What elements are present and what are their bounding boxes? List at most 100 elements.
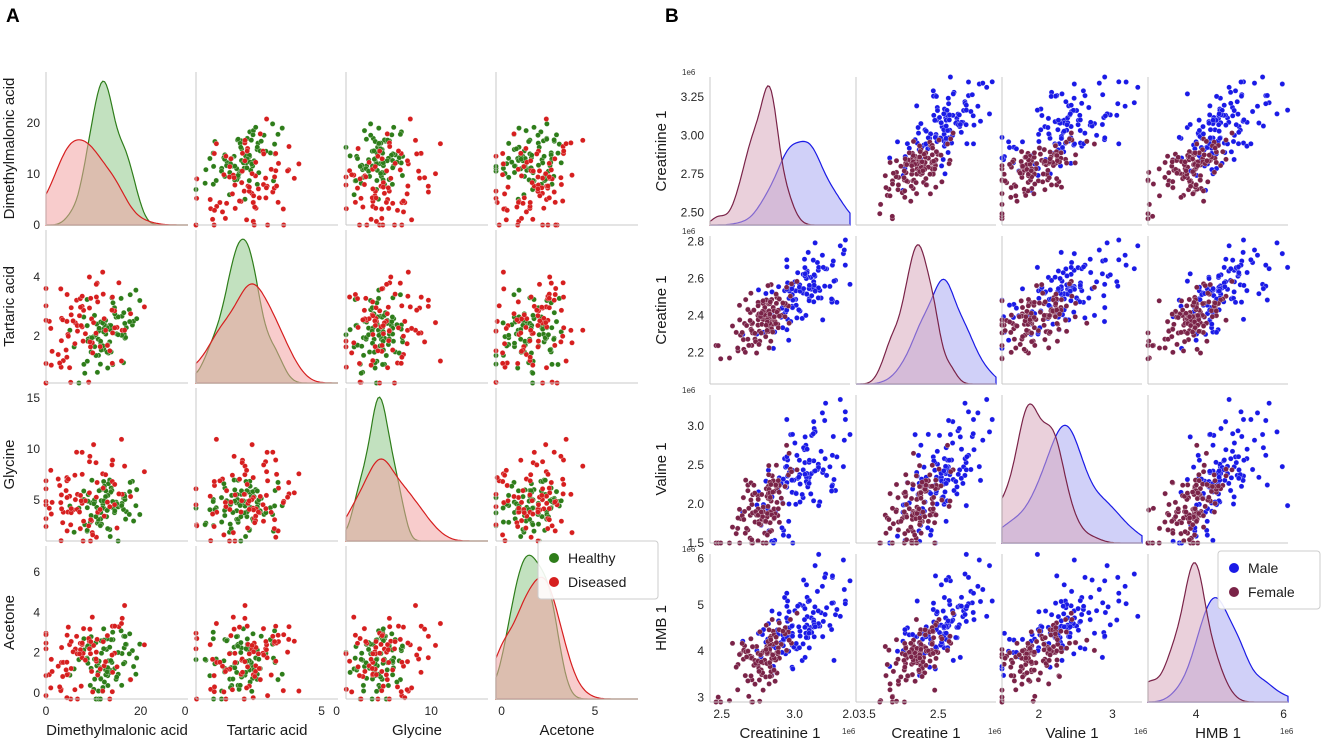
point-diseased [239,150,246,157]
point-female [1035,677,1042,683]
point-diseased [559,333,566,339]
point-male [837,243,844,249]
point-female [902,530,908,537]
point-diseased [372,318,378,324]
point-male [894,139,901,145]
point-diseased [86,305,93,311]
point-male [789,431,796,438]
point-male [1215,273,1222,279]
point-diseased [384,131,391,137]
point-female [1072,160,1078,166]
point-male [945,149,951,156]
point-diseased [546,516,553,523]
point-female [1058,296,1065,303]
point-diseased [227,506,233,513]
point-healthy [115,314,121,320]
point-healthy [371,148,377,154]
point-male [785,518,792,525]
point-male [942,489,948,495]
point-female [1019,333,1026,340]
point-healthy [511,291,517,298]
point-male [1039,112,1045,119]
point-male [1059,91,1065,97]
point-male [1216,474,1222,480]
point-female [1023,313,1029,320]
point-healthy [81,361,87,368]
point-female [1146,507,1152,513]
point-female [1212,477,1218,484]
point-male [1042,608,1049,614]
point-male [1013,305,1020,311]
point-diseased [77,492,84,499]
point-diseased [296,161,302,167]
point-male [806,630,812,636]
x-tick-label: 0 [333,704,340,718]
point-male [970,113,976,119]
point-male [1207,126,1214,133]
point-healthy [126,511,133,518]
point-female [1036,300,1043,306]
point-healthy [505,155,512,162]
point-female [916,154,923,160]
point-diseased [386,615,393,622]
point-male [1104,562,1110,569]
point-healthy [516,125,522,131]
point-diseased [264,478,271,484]
point-diseased [527,478,533,484]
point-healthy [530,370,536,376]
point-male [1240,316,1247,323]
point-male [1059,657,1065,664]
point-male [1077,618,1084,625]
point-male [829,483,835,490]
point-healthy [374,177,380,184]
point-female [1181,338,1188,345]
point-diseased [219,209,226,215]
point-female [776,519,783,526]
point-male [785,337,792,343]
point-female [1220,148,1226,155]
point-diseased [404,340,410,347]
point-female [1008,329,1014,336]
point-female [1018,148,1025,155]
point-male [1213,93,1220,100]
point-female [947,136,954,142]
point-male [1052,274,1058,280]
point-diseased [257,131,264,137]
point-female [1215,483,1222,489]
point-diseased [380,683,387,689]
point-diseased [273,534,279,540]
point-diseased [361,307,368,314]
point-male [823,604,830,611]
point-diseased [97,506,103,513]
point-healthy [238,144,244,151]
point-diseased [222,668,229,675]
point-diseased [368,362,374,368]
point-female [1191,299,1197,306]
point-diseased [355,664,361,670]
point-male [1087,616,1093,623]
point-diseased [515,199,522,206]
point-diseased [405,269,412,275]
point-diseased [114,525,120,531]
point-male [806,597,813,604]
point-female [1062,616,1069,623]
point-male [828,488,835,494]
subplot-r0-c1 [193,72,338,228]
point-healthy [553,488,560,495]
point-female [1196,477,1202,484]
point-female [1066,640,1073,646]
point-female [918,490,924,496]
point-female [1084,637,1090,643]
point-male [953,478,959,485]
point-diseased [209,656,216,663]
point-female [1046,646,1053,653]
point-female [1037,309,1044,315]
point-diseased [244,525,251,531]
point-diseased [363,638,369,645]
point-male [797,633,803,639]
point-male [1206,112,1213,118]
point-diseased [228,499,234,505]
point-female [913,473,920,479]
point-diseased [520,487,526,494]
point-female [1072,639,1079,646]
